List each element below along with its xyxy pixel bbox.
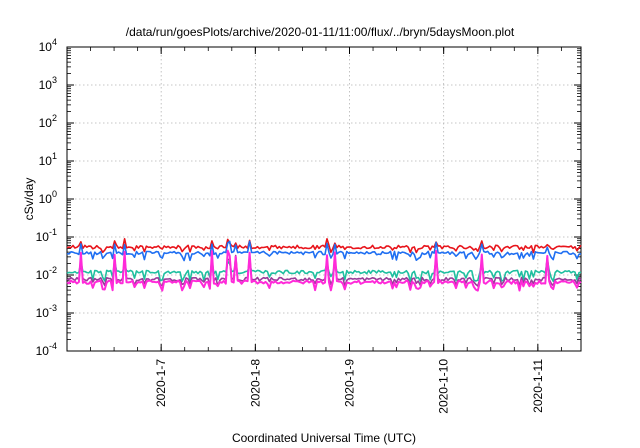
x-tick-label: 2020-1-11 (531, 359, 545, 413)
y-tick-label: 10-3 (36, 303, 57, 320)
series-line (66, 249, 582, 292)
series-line (66, 258, 582, 282)
y-tick-label: 102 (39, 113, 57, 130)
grid-lines (67, 47, 581, 351)
y-axis-label: cSv/day (22, 178, 36, 221)
x-tick-label: 2020-1-9 (343, 359, 357, 407)
x-tick-label: 2020-1-7 (154, 359, 168, 407)
y-tick-label: 10-2 (36, 265, 57, 282)
x-axis-label: Coordinated Universal Time (UTC) (232, 431, 416, 445)
y-tick-label: 103 (39, 75, 57, 92)
y-tick-label: 101 (39, 151, 57, 168)
y-tick-label: 10-1 (36, 227, 57, 244)
chart-title: /data/run/goesPlots/archive/2020-01-11/1… (126, 25, 515, 39)
series-lines (66, 238, 582, 292)
x-tick-label: 2020-1-10 (437, 359, 451, 414)
x-tick-label: 2020-1-8 (248, 359, 262, 407)
series-line (66, 240, 582, 262)
y-tick-label: 100 (39, 189, 57, 206)
series-line (66, 254, 582, 287)
y-tick-label: 10-4 (36, 341, 57, 358)
series-line (66, 238, 582, 254)
y-tick-label: 104 (39, 37, 57, 54)
x-axis-ticks: 2020-1-7 2020-1-8 2020-1-9 2020-1-10 2020-1-… (66, 47, 562, 414)
